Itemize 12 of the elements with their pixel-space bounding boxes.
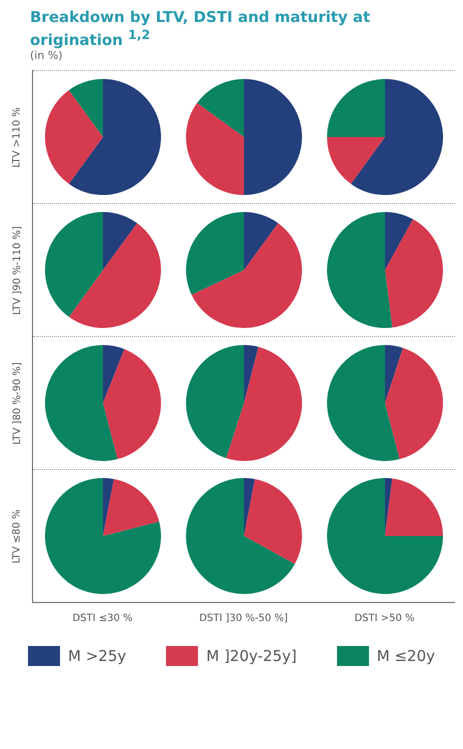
text: DSTI >50 % <box>353 613 416 624</box>
text: LTV ]80 %-90 %] <box>12 362 23 444</box>
text: LTV ≤80 % <box>12 508 23 564</box>
legend-label: M ]20y-25y] <box>206 647 297 665</box>
text: DSTI ≤30 % <box>71 613 134 624</box>
text: LTV >110 % <box>12 106 23 168</box>
legend-label: M ≤20y <box>376 647 435 665</box>
text: LTV ]90 %-110 %] <box>12 226 23 314</box>
chart-subtitle: (in %) <box>29 49 64 62</box>
legend-label: M >25y <box>68 647 126 665</box>
chart-title: Breakdown by LTV, DSTI and maturity at origination $^{1,2}$ <box>29 8 372 49</box>
text: DSTI ]30 %-50 %] <box>198 613 289 624</box>
